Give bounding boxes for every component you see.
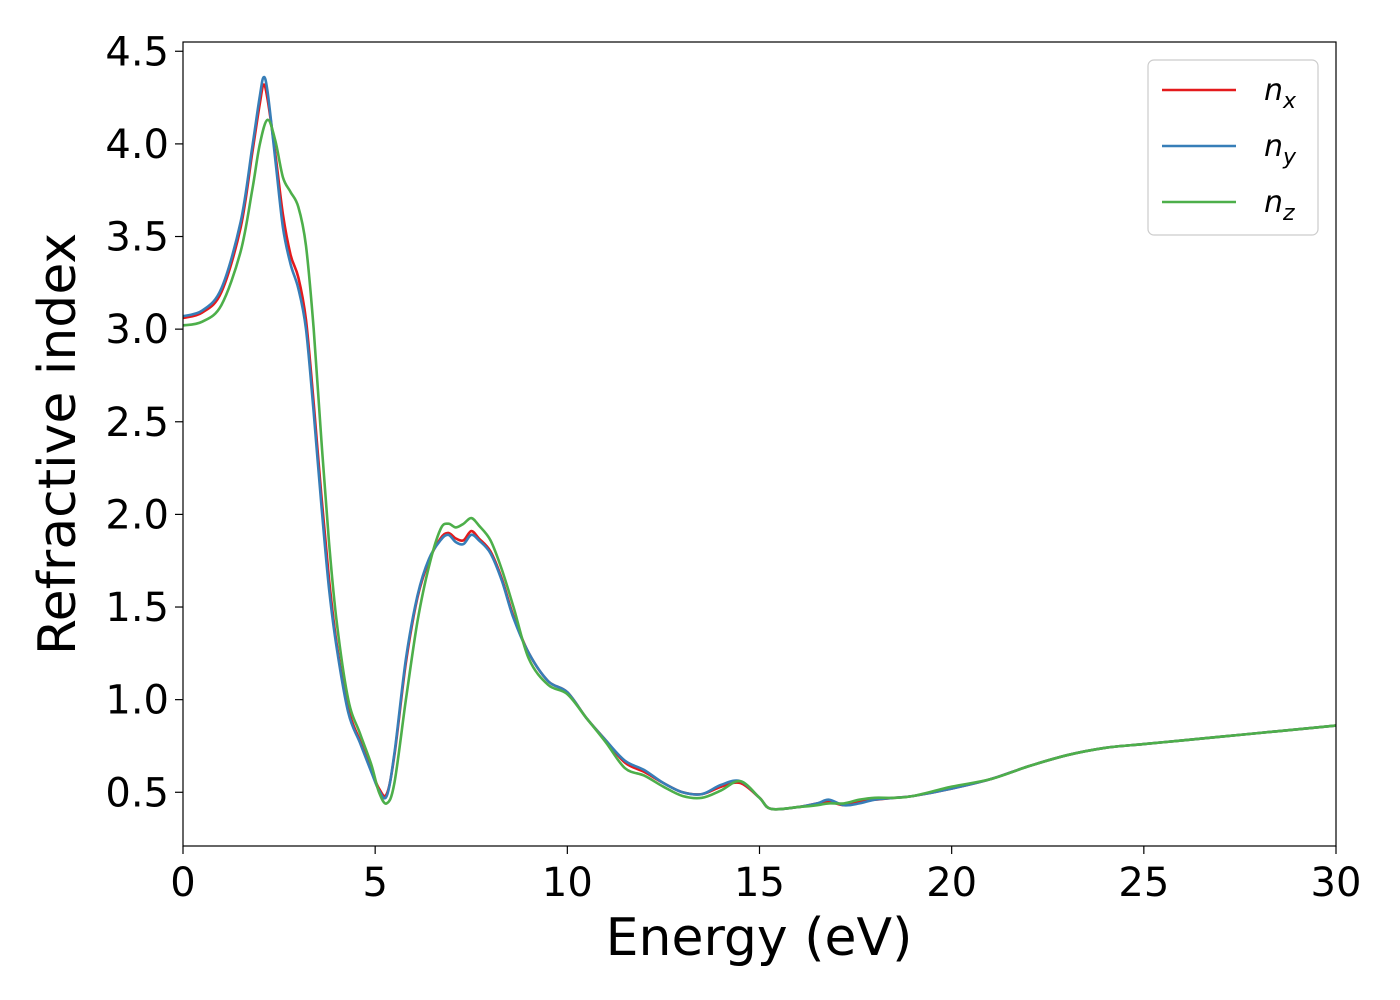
legend-box [1147,59,1319,236]
y-axis-title: Refractive index [28,233,88,655]
x-tick-label: 30 [1311,860,1362,906]
x-tick-label: 10 [542,860,593,906]
legend-label-x: nx [1264,73,1297,114]
x-tick-label: 20 [926,860,977,906]
x-tick-label: 5 [362,860,387,906]
legend-label-y: ny [1264,129,1297,170]
y-tick-label: 1.0 [105,678,169,724]
x-tick-label: 15 [734,860,785,906]
y-tick-label: 4.5 [105,29,169,75]
y-tick-label: 2.0 [105,492,169,538]
series-line-z [183,118,1336,811]
legend-label-z: nz [1264,185,1295,226]
y-tick-label: 2.5 [105,400,169,446]
y-tick-label: 3.5 [105,215,169,261]
y-axis: 0.5 1.0 1.5 2.0 2.5 3.0 3.5 4.0 4.5 [105,29,183,816]
x-tick-label: 25 [1118,860,1169,906]
y-tick-label: 0.5 [105,770,169,816]
series-layer [183,75,1336,811]
x-axis: 0 5 10 15 20 25 30 [170,846,1361,906]
y-tick-label: 4.0 [105,122,169,168]
legend: nx ny nz [1147,59,1319,236]
x-tick-label: 0 [170,860,195,906]
x-axis-title: Energy (eV) [606,908,913,968]
y-tick-label: 3.0 [105,307,169,353]
y-tick-label: 1.5 [105,585,169,631]
